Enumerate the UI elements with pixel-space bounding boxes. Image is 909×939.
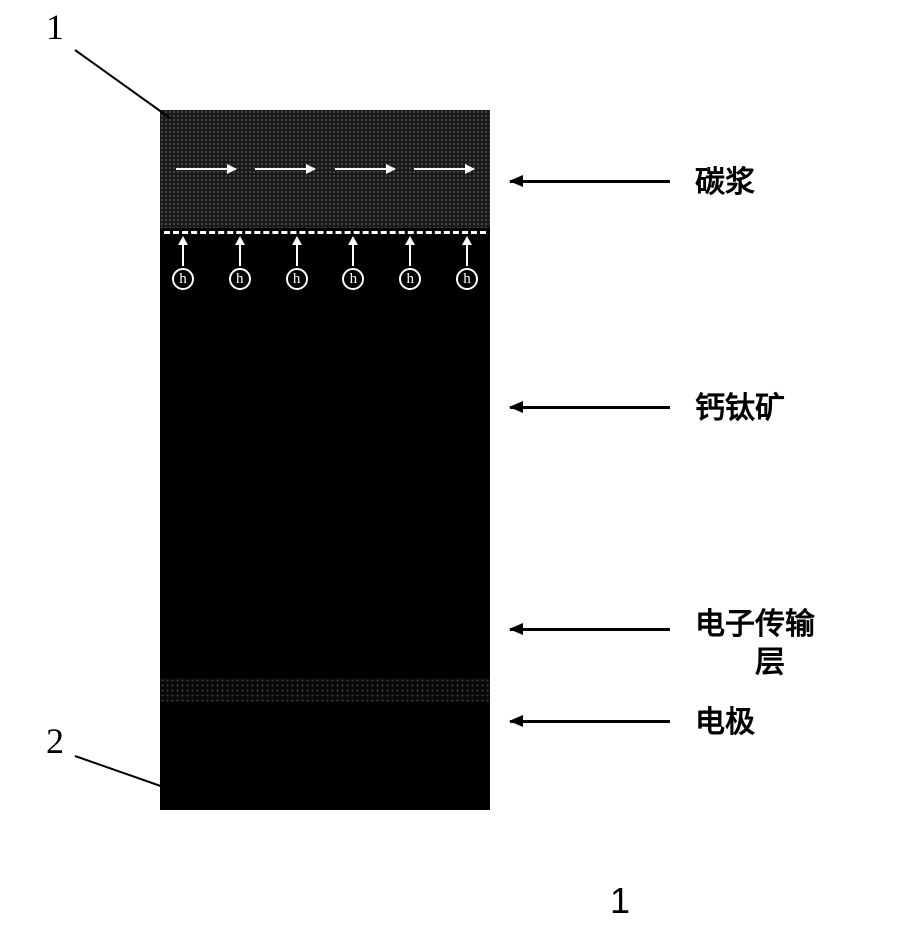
up-arrow-icon	[352, 244, 354, 266]
hole-carrier: h	[229, 244, 251, 290]
h-arrow-icon	[335, 168, 395, 170]
up-arrow-icon	[239, 244, 241, 266]
label-arrow-icon	[510, 720, 670, 723]
hole-icon: h	[286, 268, 308, 290]
label-arrow-icon	[510, 180, 670, 183]
label-etl-line1: 电子传输	[695, 606, 815, 644]
layer-perovskite	[160, 238, 490, 588]
label-electrode: 电极	[695, 704, 755, 742]
hole-icon: h	[456, 268, 478, 290]
hole-icon: h	[399, 268, 421, 290]
cross-section-box: h h h h h h	[160, 110, 490, 810]
hole-carrier: h	[342, 244, 364, 290]
layer-electrode	[160, 702, 490, 810]
up-arrow-icon	[296, 244, 298, 266]
layer-etl	[160, 588, 490, 678]
layer-dashed-boundary	[160, 228, 490, 238]
callout-line-icon	[0, 0, 200, 200]
hole-carriers-row: h h h h h h	[172, 244, 478, 290]
hole-carrier: h	[172, 244, 194, 290]
hole-carrier: h	[456, 244, 478, 290]
hole-carrier: h	[286, 244, 308, 290]
label-carbon: 碳浆	[695, 164, 755, 202]
label-etl-line2: 层	[755, 644, 785, 682]
layer-carbon	[160, 110, 490, 228]
up-arrow-icon	[409, 244, 411, 266]
up-arrow-icon	[182, 244, 184, 266]
h-arrow-icon	[414, 168, 474, 170]
label-arrow-icon	[510, 406, 670, 409]
hole-icon: h	[172, 268, 194, 290]
hole-carrier: h	[399, 244, 421, 290]
hole-icon: h	[229, 268, 251, 290]
hole-icon: h	[342, 268, 364, 290]
carbon-hole-current-arrows	[176, 168, 474, 182]
figure-number: 1	[610, 880, 630, 922]
layer-electrode-texture	[160, 678, 490, 702]
label-perovskite: 钙钛矿	[695, 390, 785, 428]
h-arrow-icon	[255, 168, 315, 170]
up-arrow-icon	[466, 244, 468, 266]
callout-line-icon	[0, 700, 200, 820]
label-arrow-icon	[510, 628, 670, 631]
